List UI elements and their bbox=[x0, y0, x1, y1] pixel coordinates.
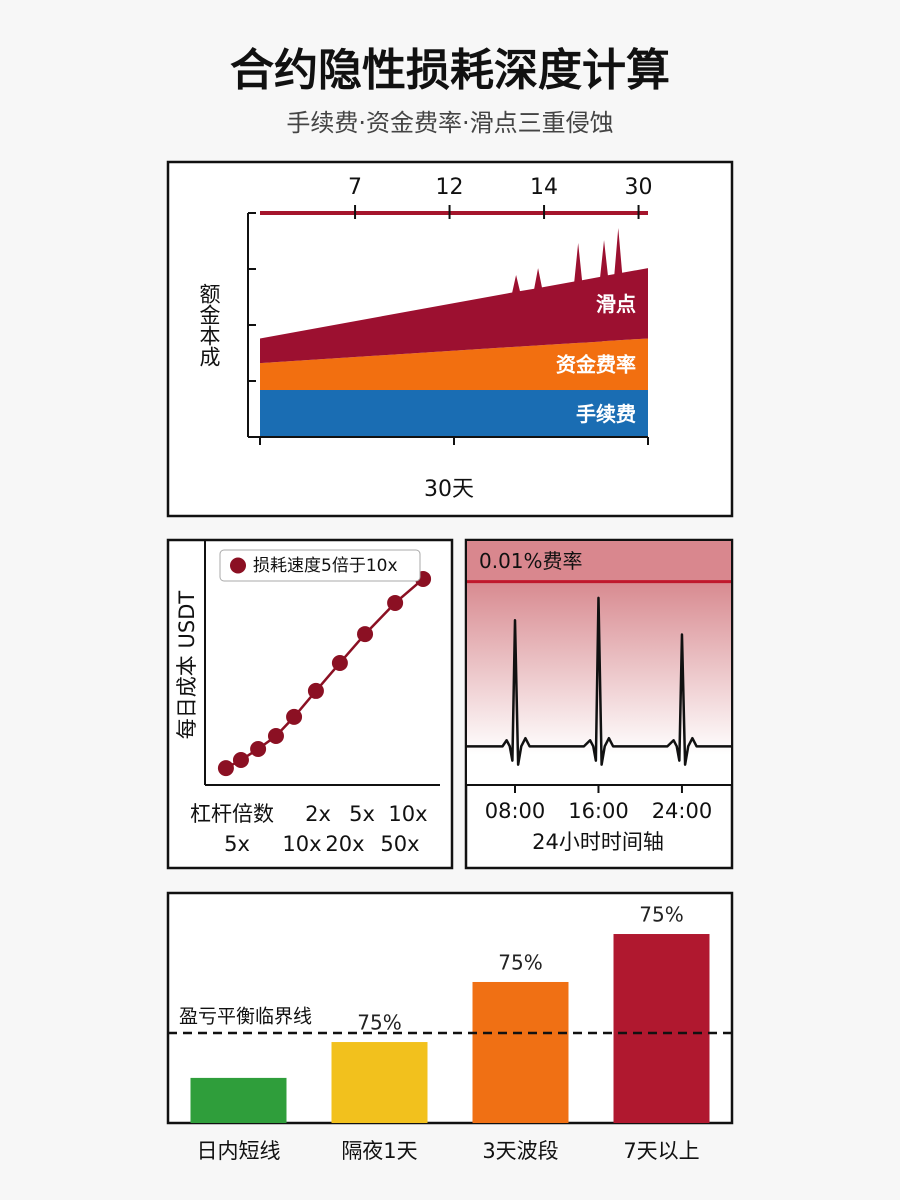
area-layer bbox=[260, 338, 648, 390]
y-axis-label: 每日成本 USDT bbox=[175, 591, 199, 740]
threshold-label: 0.01%费率 bbox=[479, 549, 583, 573]
point bbox=[267, 728, 284, 744]
series-line bbox=[467, 596, 731, 766]
top-tick-label: 30 bbox=[625, 175, 653, 200]
bar bbox=[190, 1077, 287, 1123]
point bbox=[286, 708, 303, 725]
point bbox=[387, 594, 404, 611]
legend-label: 损耗速度5倍于10x bbox=[253, 556, 398, 576]
legend-box bbox=[219, 549, 421, 582]
top-tick-label: 14 bbox=[530, 175, 558, 200]
y-axis-label: 额金本成 bbox=[197, 283, 221, 367]
x-axis-label: 24小时时间轴 bbox=[532, 830, 664, 854]
area-label: 滑点 bbox=[596, 292, 636, 316]
bar-annotation: 75% bbox=[639, 903, 683, 927]
bar-annotation: 75% bbox=[357, 1011, 401, 1035]
top-tick-label: 12 bbox=[436, 175, 464, 200]
area-layer bbox=[260, 228, 648, 364]
point bbox=[217, 760, 234, 777]
point bbox=[307, 682, 324, 699]
x-tick-label: 08:00 bbox=[485, 799, 546, 823]
x-tick-label: 20x bbox=[325, 832, 364, 856]
area-label: 资金费率 bbox=[556, 353, 636, 377]
bar bbox=[331, 1042, 428, 1123]
bar-annotation: 75% bbox=[498, 950, 542, 974]
page-title: 合约隐性损耗深度计算 bbox=[230, 45, 670, 96]
x-tick-label: 日内短线 bbox=[197, 1139, 281, 1163]
threshold-band bbox=[467, 541, 731, 582]
x-tick-label: 24:00 bbox=[652, 799, 713, 823]
x-tick-label: 3天波段 bbox=[482, 1139, 558, 1163]
x-tick-label: 50x bbox=[380, 832, 419, 856]
reference-label: 盈亏平衡临界线 bbox=[179, 1006, 312, 1028]
legend-marker bbox=[230, 557, 246, 574]
bar bbox=[613, 934, 710, 1123]
x-tick-label: 16:00 bbox=[568, 799, 629, 823]
x-tick-label: 杠杆倍数 bbox=[190, 802, 274, 826]
point bbox=[250, 740, 267, 757]
point bbox=[232, 752, 249, 769]
x-tick-label: 7天以上 bbox=[623, 1139, 699, 1163]
x-tick-label: 5x bbox=[349, 802, 375, 826]
top-tick-label: 7 bbox=[348, 175, 362, 200]
point bbox=[357, 626, 374, 643]
series-line bbox=[225, 578, 424, 770]
area-label: 手续费 bbox=[576, 402, 636, 426]
bar bbox=[472, 981, 569, 1123]
x-tick-label: 10x bbox=[282, 832, 321, 856]
x-tick-label: 10x bbox=[388, 802, 427, 826]
x-tick-label: 隔夜1天 bbox=[341, 1139, 417, 1163]
x-tick-label: 2x bbox=[305, 802, 331, 826]
x-axis-label: 30天 bbox=[424, 477, 474, 502]
point bbox=[331, 654, 348, 671]
area-layer bbox=[260, 389, 648, 437]
page-subtitle: 手续费·资金费率·滑点三重侵蚀 bbox=[286, 109, 613, 137]
x-tick-label: 5x bbox=[224, 832, 250, 856]
